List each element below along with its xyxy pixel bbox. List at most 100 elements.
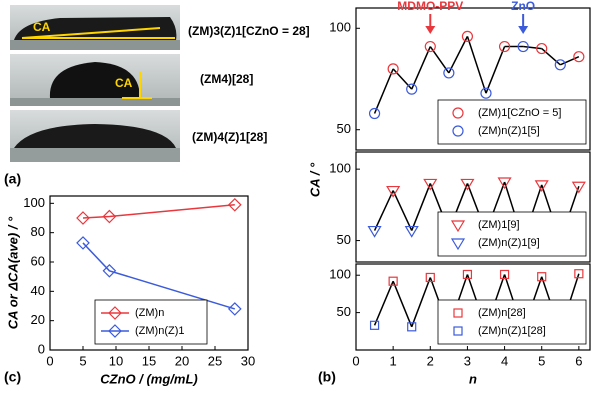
marker <box>227 197 242 212</box>
connector <box>559 55 580 66</box>
annotation: ZnO <box>511 0 535 13</box>
series-line <box>82 242 236 310</box>
x-axis-label: n <box>469 371 477 386</box>
x-tick-label: 25 <box>208 353 222 368</box>
ca-label: CA <box>115 76 133 90</box>
x-tick-label: 4 <box>501 353 508 368</box>
x-tick-label: 3 <box>464 353 471 368</box>
legend-box <box>437 99 587 145</box>
x-axis-label: CZnO / (mg/mL) <box>100 371 198 386</box>
photo-label: (ZM)4(Z)1[28] <box>192 130 267 144</box>
panel-label: (a) <box>4 171 21 187</box>
connector <box>392 68 413 90</box>
legend-box <box>437 299 587 345</box>
marker <box>227 302 242 316</box>
marker <box>388 276 398 286</box>
legend-marker <box>452 125 464 137</box>
photo <box>10 110 180 162</box>
marker <box>461 30 474 43</box>
legend-label: (ZM)n[28] <box>478 307 526 319</box>
x-tick-label: 0 <box>352 353 359 368</box>
marker <box>102 263 117 278</box>
y-tick-label: 100 <box>329 20 351 35</box>
connector <box>448 36 469 74</box>
y-tick-label: 100 <box>329 267 351 282</box>
marker <box>367 225 382 238</box>
x-tick-label: 20 <box>175 353 189 368</box>
x-tick-label: 5 <box>538 353 545 368</box>
ca-label: CA <box>33 20 51 34</box>
y-axis-label: CA or ΔCA(ave) / ° <box>5 216 20 329</box>
marker <box>460 178 475 191</box>
marker <box>536 42 548 55</box>
marker <box>407 322 417 332</box>
connector <box>411 46 431 90</box>
legend-marker <box>452 107 464 119</box>
marker <box>571 181 586 194</box>
marker <box>480 87 492 99</box>
legend-marker <box>453 326 463 336</box>
marker <box>387 63 399 75</box>
legend-box <box>94 299 208 345</box>
legend-label: (ZM)1[9] <box>478 219 520 231</box>
marker <box>404 225 419 238</box>
photo-label: (ZM4)[28] <box>200 72 253 86</box>
marker <box>573 51 585 63</box>
y-tick-label: 0 <box>38 341 45 356</box>
legend-label: (ZM)n(Z)1[9] <box>478 237 540 249</box>
x-tick-label: 2 <box>427 353 434 368</box>
connector <box>373 68 394 114</box>
marker <box>534 180 549 193</box>
marker <box>102 209 117 224</box>
plot-frame <box>355 7 591 151</box>
connector <box>411 183 431 231</box>
y-tick-label: 50 <box>337 121 351 136</box>
legend-label: (ZM)n(Z)1[5] <box>478 125 540 137</box>
legend-label: (ZM)1[CZnO = 5] <box>478 107 561 119</box>
connector <box>541 48 561 66</box>
photo-label: (ZM)3(Z)1[CZnO = 28] <box>188 24 310 38</box>
photo: CA <box>10 5 180 50</box>
marker <box>425 272 435 283</box>
connector <box>485 46 506 94</box>
marker <box>369 320 380 330</box>
plot-frame <box>355 263 591 351</box>
panel-label: (b) <box>318 369 336 385</box>
annotation-arrowhead <box>425 26 436 34</box>
marker <box>498 40 511 53</box>
x-tick-label: 10 <box>109 353 123 368</box>
marker <box>462 269 473 280</box>
y-tick-label: 20 <box>31 312 45 327</box>
connector <box>411 277 431 328</box>
marker <box>517 40 529 53</box>
y-tick-label: 100 <box>23 195 45 210</box>
connector <box>392 280 413 328</box>
y-tick-label: 60 <box>31 253 45 268</box>
x-tick-label: 5 <box>79 353 86 368</box>
y-tick-label: 80 <box>31 224 45 239</box>
marker <box>574 269 584 279</box>
legend-box <box>437 211 587 257</box>
marker <box>499 269 510 280</box>
marker <box>423 178 438 191</box>
annotation-arrowhead <box>518 26 529 34</box>
connector <box>466 36 487 94</box>
x-tick-label: 30 <box>241 353 255 368</box>
y-tick-label: 50 <box>337 304 351 319</box>
legend-label: (ZM)n(Z)1[28] <box>478 325 546 337</box>
marker <box>497 177 512 190</box>
legend-marker <box>108 306 122 320</box>
marker <box>386 185 401 198</box>
legend-marker <box>450 220 466 233</box>
marker <box>76 236 90 250</box>
x-tick-label: 15 <box>142 353 156 368</box>
y-tick-label: 50 <box>337 232 351 247</box>
panel-label: (c) <box>4 369 21 385</box>
marker <box>406 83 418 95</box>
y-axis-label: CA / ° <box>307 162 322 197</box>
series-line <box>82 204 235 219</box>
x-tick-label: 0 <box>46 353 53 368</box>
marker <box>368 107 381 120</box>
legend-marker <box>453 308 463 318</box>
